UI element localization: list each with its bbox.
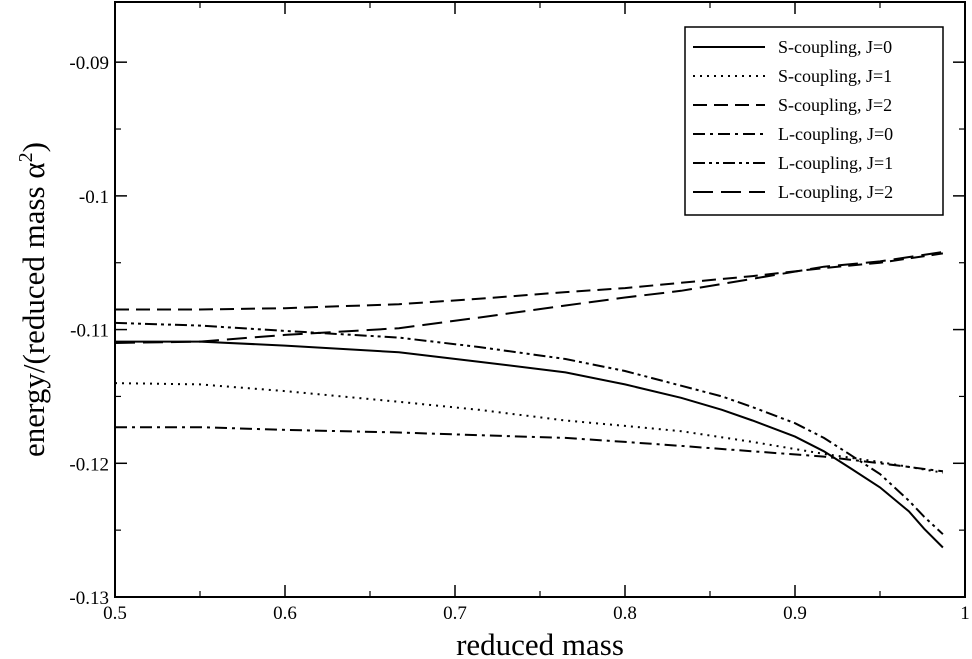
x-tick-label: 0.9	[783, 603, 807, 624]
legend-label: L-coupling, J=2	[778, 182, 893, 202]
y-axis-title-exponent: 2	[15, 152, 37, 162]
legend-label: L-coupling, J=0	[778, 124, 893, 144]
y-axis-title-prefix: energy/(reduced mass	[16, 179, 51, 457]
x-tick-label: 0.8	[613, 603, 637, 624]
series-line-6	[114, 251, 944, 344]
plot-frame	[114, 1, 966, 598]
series-line-4	[115, 426, 944, 473]
y-tick-label: -0.09	[69, 53, 109, 74]
legend-label: S-coupling, J=1	[778, 66, 892, 86]
y-axis-title-suffix: )	[16, 142, 51, 152]
legend-box	[684, 26, 944, 216]
y-axis-title: energy/(reduced mass α2)	[15, 142, 51, 457]
x-tick-label: 1	[960, 603, 970, 624]
legend-label: S-coupling, J=0	[778, 37, 892, 57]
series-line-5	[114, 321, 944, 535]
series-line-3	[115, 252, 944, 311]
y-tick-label: -0.11	[70, 321, 109, 342]
y-tick-label: -0.1	[79, 187, 109, 208]
y-tick-label: -0.12	[69, 454, 109, 475]
legend-label: S-coupling, J=2	[778, 95, 892, 115]
tick-labels: 0.5 0.6 0.7 0.8 0.9 1 -0.13 -0.12 -0.11 -0.1 -0.09	[69, 53, 969, 624]
legend: S-coupling, J=0 S-coupling, J=1 S-coupling…	[684, 26, 944, 216]
x-tick-label: 0.7	[443, 603, 467, 624]
x-tick-label: 0.6	[273, 603, 297, 624]
legend-label: L-coupling, J=1	[778, 153, 893, 173]
series-line-2	[114, 382, 944, 474]
series-line-1	[115, 340, 944, 549]
y-tick-label: -0.13	[69, 588, 109, 609]
y-axis-title-symbol: α	[16, 162, 51, 178]
series-lines	[114, 251, 944, 549]
x-axis-title: reduced mass	[456, 627, 624, 659]
x-tick-label: 0.5	[103, 603, 127, 624]
